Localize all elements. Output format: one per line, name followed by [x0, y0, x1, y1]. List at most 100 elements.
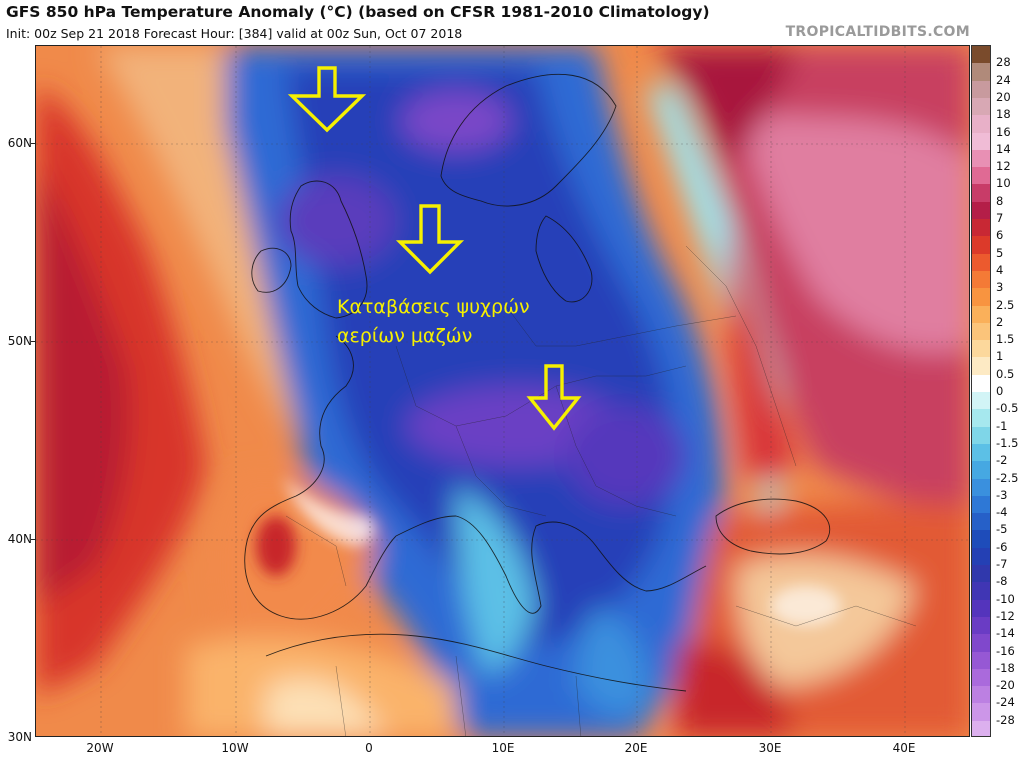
colorbar-segment: [972, 409, 990, 428]
colorbar-segment: [972, 374, 990, 393]
colorbar-segment: [972, 651, 990, 670]
colorbar-segment: [972, 340, 990, 358]
arrow-north-sea-south: [395, 204, 465, 275]
colorbar-label: -1.5: [996, 435, 1019, 450]
colorbar-segment: [972, 582, 990, 601]
colorbar-label: -10: [996, 591, 1015, 606]
colorbar-segment: [972, 236, 990, 255]
coastlines: [244, 73, 831, 692]
colorbar-segment: [972, 322, 990, 341]
colorbar-segment: [972, 219, 990, 237]
colorbar-segment: [972, 703, 990, 722]
colorbar-segment: [972, 270, 990, 289]
colorbar-segment: [972, 357, 990, 376]
colorbar-label: 1.5: [996, 332, 1015, 347]
colorbar-segment: [972, 547, 990, 566]
forecast-info: Init: 00z Sep 21 2018 Forecast Hour: [38…: [6, 26, 463, 41]
colorbar-segment: [972, 253, 990, 272]
annotation-text: Καταβάσεις ψυχρών αερίων μαζών: [337, 293, 530, 351]
colorbar-segment: [972, 201, 990, 220]
colorbar-segment: [972, 149, 990, 168]
colorbar-label: 12: [996, 159, 1011, 174]
colorbar-segment: [972, 599, 990, 618]
annotation-line-2: αερίων μαζών: [337, 325, 473, 347]
colorbar-segment: [972, 115, 990, 134]
brand-watermark: TROPICALTIDBITS.COM: [785, 24, 970, 40]
colorbar-segment: [972, 392, 990, 410]
colorbar-label: -8: [996, 574, 1008, 589]
arrow-adriatic: [526, 364, 582, 431]
colorbar-label: -4: [996, 505, 1008, 520]
colorbar-label: -24: [996, 695, 1015, 710]
colorbar-label: -16: [996, 643, 1015, 658]
colorbar-label: -6: [996, 539, 1008, 554]
colorbar-label: -5: [996, 522, 1008, 537]
graticule: [36, 46, 969, 736]
colorbar-segment: [972, 565, 990, 583]
colorbar-label: 16: [996, 124, 1011, 139]
colorbar-label: -2.5: [996, 470, 1019, 485]
colorbar-segment: [972, 443, 990, 462]
colorbar-label: 4: [996, 262, 1004, 277]
colorbar-label: 20: [996, 89, 1011, 104]
colorbar-segment: [972, 426, 990, 445]
colorbar-label: 18: [996, 107, 1011, 122]
colorbar-label: 7: [996, 211, 1004, 225]
lon-label-20e: 20E: [624, 741, 648, 755]
colorbar-label: -28: [996, 712, 1015, 727]
colorbar-label: 5: [996, 245, 1004, 260]
colorbar-label: -20: [996, 678, 1015, 693]
colorbar-label: -18: [996, 660, 1015, 675]
colorbar-label: -0.5: [996, 401, 1019, 416]
colorbar-label: -12: [996, 608, 1015, 623]
colorbar-segment: [972, 634, 990, 653]
colorbar-segment: [972, 686, 990, 704]
colorbar-segment: [972, 167, 990, 185]
colorbar-segment: [972, 461, 990, 480]
colorbar-label: 1: [996, 349, 1004, 364]
colorbar-segment: [972, 478, 990, 497]
lon-label-40e: 40E: [892, 741, 916, 755]
colorbar-segment: [972, 305, 990, 324]
colorbar-segment: [972, 668, 990, 687]
colorbar-segment: [972, 288, 990, 307]
colorbar-segment: [972, 97, 990, 116]
colorbar-segment: [972, 495, 990, 514]
lon-label-30e: 30E: [758, 741, 782, 755]
lat-tick: [31, 539, 35, 540]
colorbar-segment: [972, 616, 990, 635]
colorbar-segment: [972, 132, 990, 151]
colorbar-label: 6: [996, 228, 1004, 243]
colorbar-segment: [972, 80, 990, 99]
colorbar-label: -1: [996, 418, 1008, 433]
anomaly-map: [35, 45, 970, 737]
colorbar-label: 3: [996, 280, 1004, 295]
arrow-north-sea-north: [287, 66, 367, 133]
colorbar-label: -2: [996, 453, 1008, 468]
chart-title: GFS 850 hPa Temperature Anomaly (°C) (ba…: [6, 3, 710, 21]
colorbar-label: -14: [996, 626, 1015, 641]
map-canvas: [36, 46, 969, 736]
annotation-line-1: Καταβάσεις ψυχρών: [337, 296, 530, 318]
lat-tick: [31, 341, 35, 342]
colorbar-label: 24: [996, 72, 1011, 87]
lat-label-60n: 60N: [7, 136, 32, 150]
colorbar-segment: [972, 184, 990, 203]
colorbar-label: 28: [996, 55, 1011, 70]
lat-label-50n: 50N: [7, 334, 32, 348]
lon-label-20w: 20W: [86, 741, 114, 755]
colorbar-label: -3: [996, 487, 1008, 502]
colorbar-label: 10: [996, 176, 1011, 191]
lon-label-10w: 10W: [221, 741, 249, 755]
colorbar-label: 2: [996, 314, 1004, 329]
lat-tick: [31, 143, 35, 144]
lat-label-30n: 30N: [7, 730, 32, 744]
lon-label-10e: 10E: [491, 741, 515, 755]
colorbar-label: 0: [996, 384, 1004, 398]
colorbar-segment: [972, 63, 990, 82]
lon-label-0: 0: [365, 741, 373, 755]
colorbar-label: 8: [996, 193, 1004, 208]
colorbar-segment: [972, 513, 990, 531]
colorbar-segment: [972, 720, 990, 736]
colorbar-label: 14: [996, 141, 1011, 156]
